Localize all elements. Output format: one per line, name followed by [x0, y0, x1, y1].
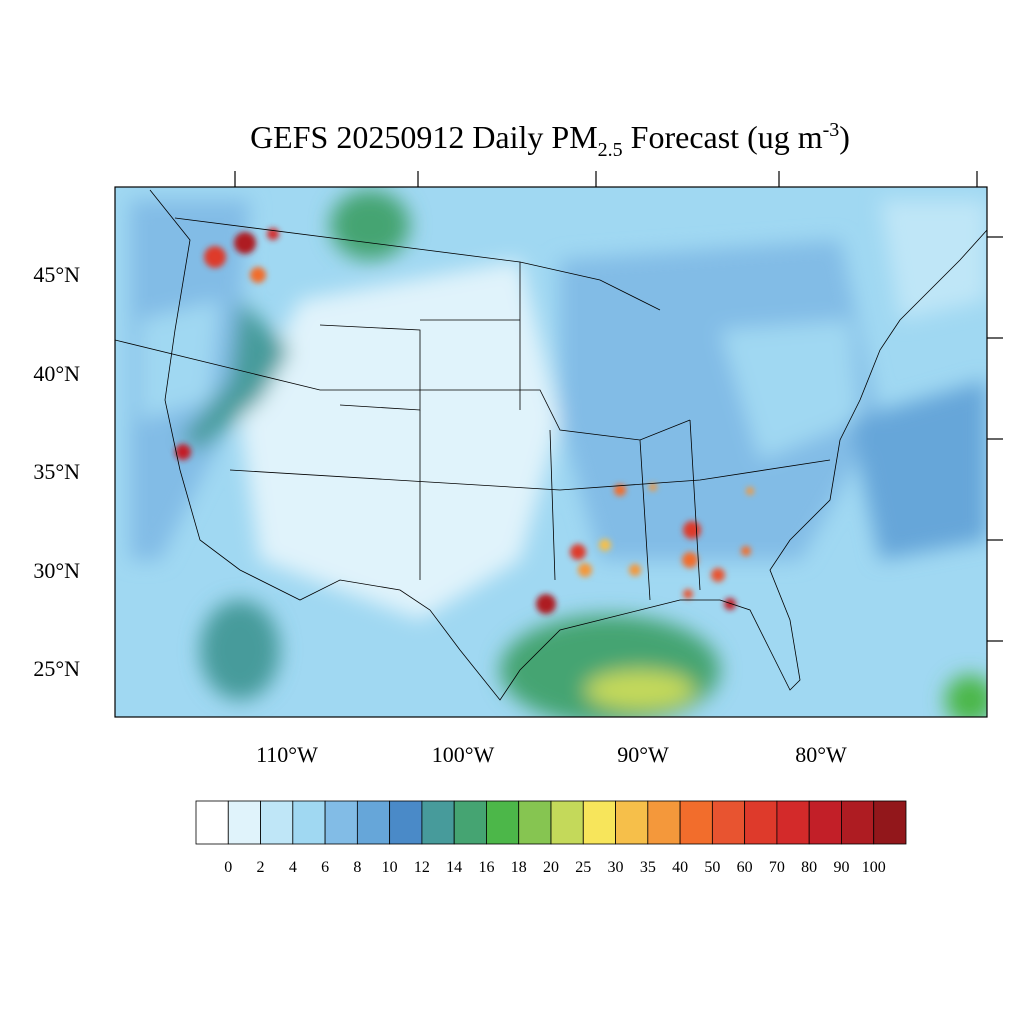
colorbar-label: 70	[769, 859, 785, 876]
colorbar-box	[389, 800, 423, 845]
lat-label: 25°N	[33, 656, 80, 681]
colorbar-box	[227, 800, 261, 845]
colorbar-box	[324, 800, 358, 845]
colorbar-label: 16	[478, 859, 494, 876]
lon-label: 90°W	[617, 742, 669, 767]
title-sup: -3	[823, 119, 840, 141]
colorbar-box	[550, 800, 584, 845]
title-end: )	[839, 119, 850, 155]
colorbar-label: 25	[575, 859, 591, 876]
colorbar-box	[873, 800, 907, 845]
lat-label: 30°N	[33, 558, 80, 583]
colorbar-label: 2	[257, 859, 265, 876]
colorbar-label: 80	[801, 859, 817, 876]
colorbar-box	[486, 800, 520, 845]
colorbar-label: 12	[414, 859, 430, 876]
colorbar-label: 20	[543, 859, 559, 876]
colorbar-label: 14	[446, 859, 462, 876]
lat-label: 35°N	[33, 459, 80, 484]
title-sub: 2.5	[598, 139, 623, 161]
lon-label: 80°W	[795, 742, 847, 767]
colorbar-box	[647, 800, 681, 845]
colorbar-label: 8	[353, 859, 361, 876]
colorbar-box	[260, 800, 294, 845]
title-main: GEFS 20250912 Daily PM	[250, 119, 598, 155]
colorbar-box	[841, 800, 875, 845]
colorbar-label: 35	[640, 859, 656, 876]
colorbar-label: 10	[382, 859, 398, 876]
colorbar-label: 50	[704, 859, 720, 876]
colorbar-box	[195, 800, 229, 845]
colorbar-label: 90	[833, 859, 849, 876]
colorbar-box	[518, 800, 552, 845]
colorbar-box	[808, 800, 842, 845]
colorbar-label: 100	[862, 859, 886, 876]
colorbar-label: 18	[511, 859, 527, 876]
colorbar-box	[776, 800, 810, 845]
lat-label: 40°N	[33, 361, 80, 386]
colorbar-box	[356, 800, 391, 845]
title: GEFS 20250912 Daily PM2.5 Forecast (ug m…	[250, 119, 850, 161]
lon-label: 100°W	[432, 742, 495, 767]
colorbar-box	[453, 800, 487, 845]
lon-label: 110°W	[256, 742, 318, 767]
title-rest: Forecast (ug m	[623, 119, 823, 155]
colorbar-label: 0	[224, 859, 232, 876]
map-frame	[114, 186, 988, 718]
colorbar-label: 4	[289, 859, 297, 876]
colorbar-box	[421, 800, 455, 845]
colorbar-label: 60	[737, 859, 753, 876]
lat-label: 45°N	[33, 262, 80, 287]
colorbar-box	[615, 800, 649, 845]
colorbar-label: 30	[608, 859, 624, 876]
frame-ticks	[234, 171, 1003, 642]
colorbar-box	[292, 800, 326, 845]
colorbar-box	[711, 800, 746, 845]
colorbar-box	[582, 800, 616, 845]
map-field	[115, 187, 987, 717]
colorbar-label: 6	[321, 859, 329, 876]
colorbar-box	[744, 800, 778, 845]
colorbar-label: 40	[672, 859, 688, 876]
colorbar-box	[679, 800, 713, 845]
